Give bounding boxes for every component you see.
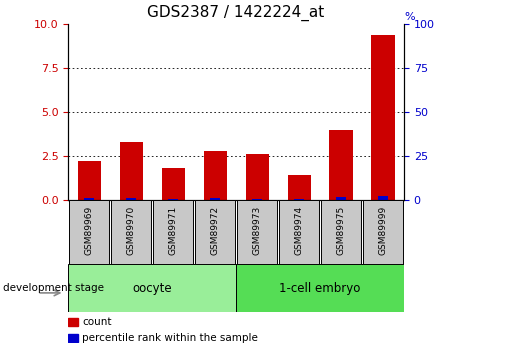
Bar (210, 198, 220, 200)
Bar (336, 197, 346, 200)
Text: 1-cell embryo: 1-cell embryo (279, 282, 361, 295)
Bar (287, 176, 311, 200)
Text: GSM89999: GSM89999 (379, 206, 387, 255)
Text: GSM89974: GSM89974 (294, 206, 304, 255)
Bar (321, 200, 361, 264)
Bar (195, 200, 235, 264)
Bar (78, 161, 100, 200)
Text: GSM89972: GSM89972 (211, 206, 220, 255)
Bar (168, 199, 178, 200)
Bar (372, 35, 394, 200)
Title: GDS2387 / 1422224_at: GDS2387 / 1422224_at (147, 5, 325, 21)
Text: GSM89975: GSM89975 (336, 206, 345, 255)
Bar (252, 199, 262, 200)
Text: development stage: development stage (3, 283, 104, 293)
Bar (153, 200, 193, 264)
Bar (363, 200, 403, 264)
Bar (237, 200, 277, 264)
Bar (68, 334, 78, 342)
Text: GSM89970: GSM89970 (127, 206, 136, 255)
Text: GSM89971: GSM89971 (169, 206, 178, 255)
Bar (120, 142, 143, 200)
Text: percentile rank within the sample: percentile rank within the sample (82, 333, 258, 343)
Text: %: % (404, 11, 415, 21)
Bar (126, 198, 136, 200)
Text: GSM89969: GSM89969 (85, 206, 93, 255)
Bar (245, 154, 269, 200)
Bar (236, 264, 404, 312)
Text: count: count (82, 317, 112, 327)
Bar (68, 264, 236, 312)
Bar (329, 130, 352, 200)
Bar (378, 196, 388, 200)
Bar (111, 200, 152, 264)
Bar (69, 200, 109, 264)
Bar (162, 168, 185, 200)
Bar (294, 199, 304, 200)
Bar (68, 318, 78, 326)
Text: oocyte: oocyte (132, 282, 172, 295)
Text: GSM89973: GSM89973 (252, 206, 262, 255)
Bar (84, 198, 94, 200)
Bar (204, 151, 227, 200)
Bar (279, 200, 319, 264)
